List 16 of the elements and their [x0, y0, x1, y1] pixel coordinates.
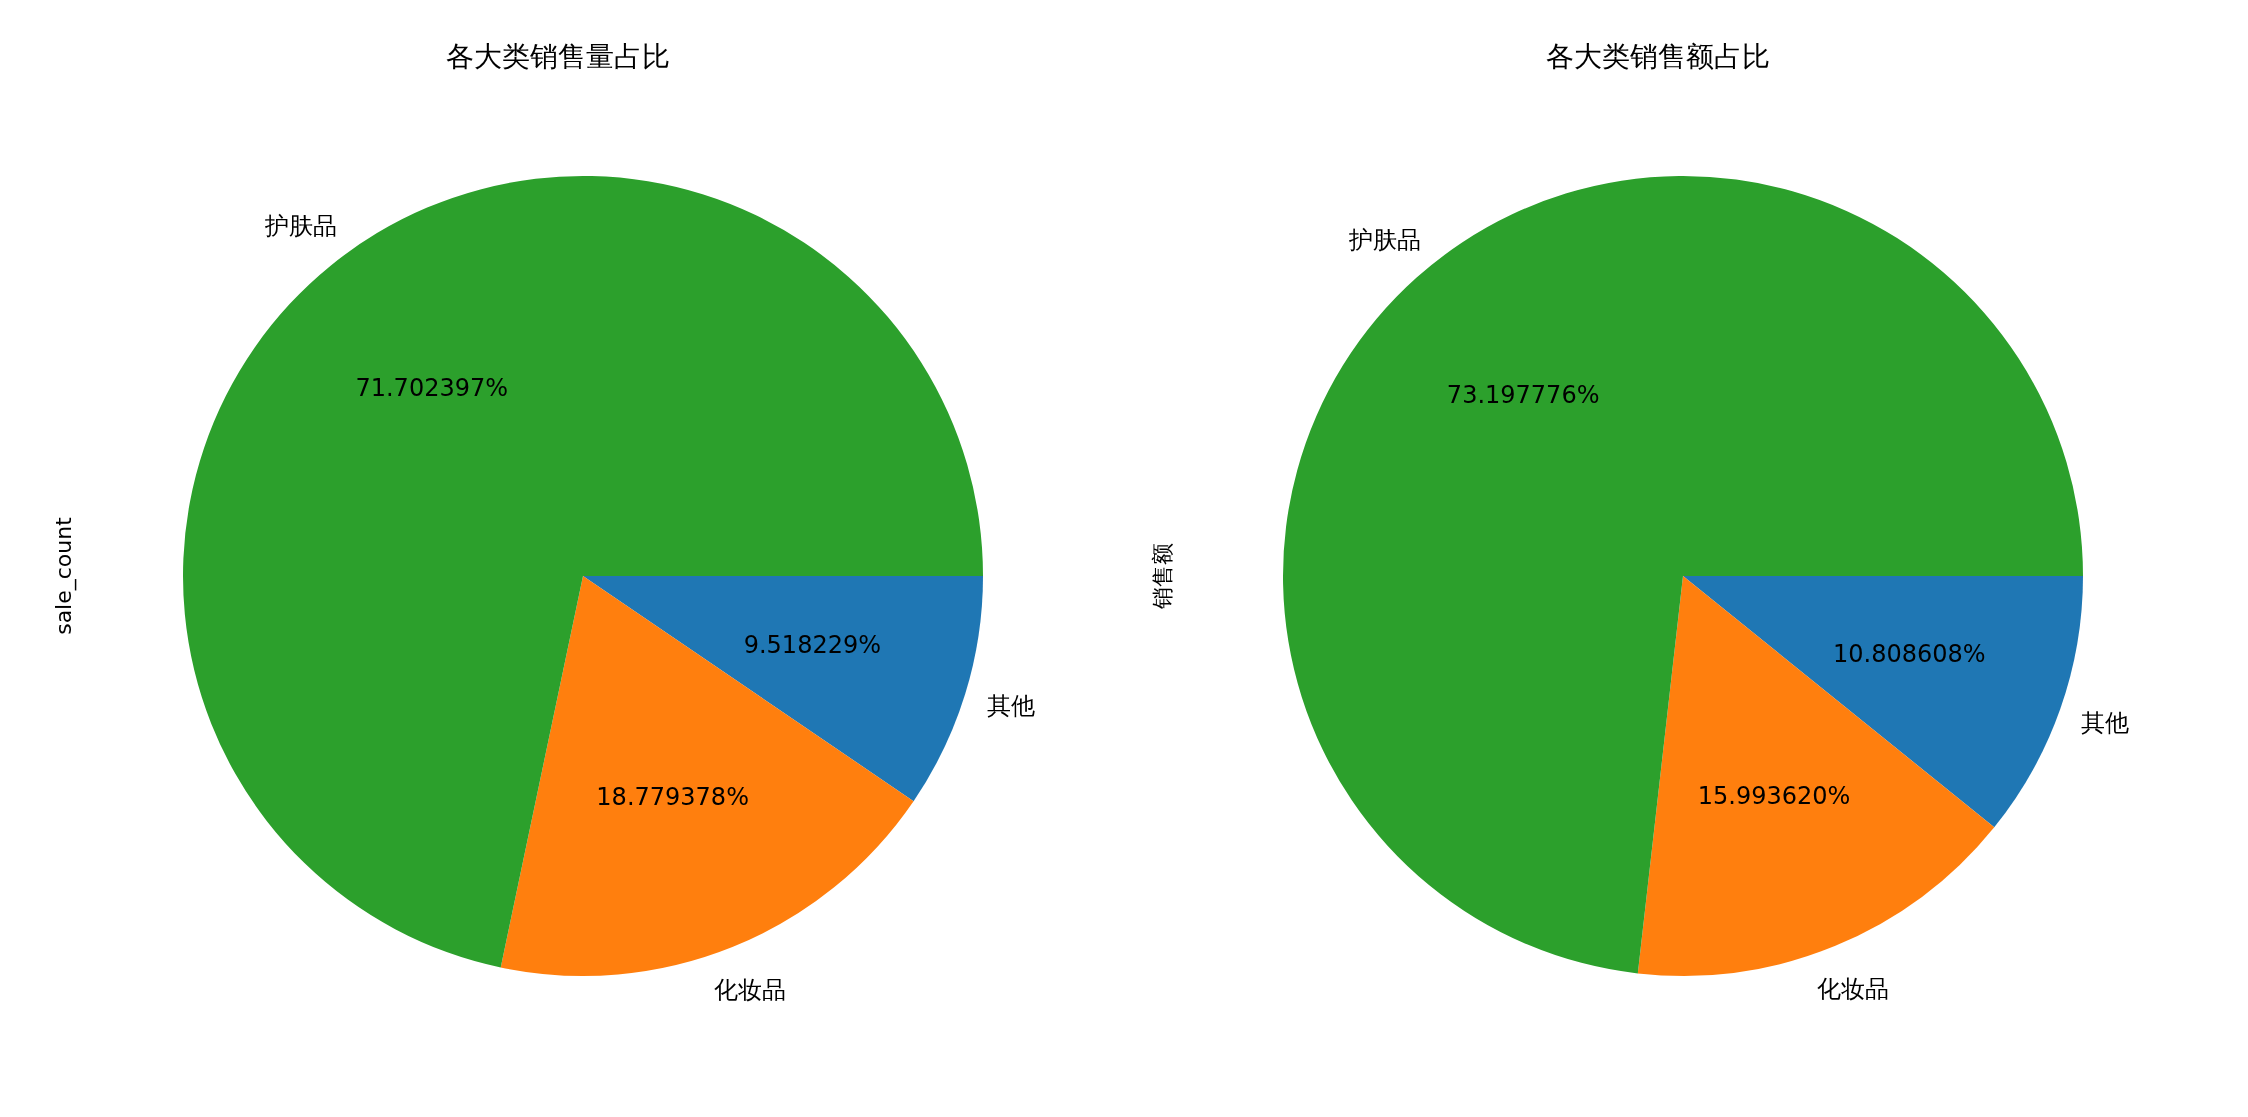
chart-title: 各大类销售量占比 [446, 39, 670, 75]
slice-label: 护肤品 [263, 212, 337, 241]
slice-label: 护肤品 [1347, 226, 1421, 255]
data-label: 18.779378% [596, 782, 749, 811]
text: 销售额 [1149, 543, 1176, 609]
data-label: 9.518229% [743, 630, 882, 659]
chart-title: 各大类销售额占比 [1546, 39, 1770, 75]
slice-label: 化妆品 [1817, 974, 1889, 1003]
data-label: 73.197776% [1446, 381, 1600, 410]
data-label: 10.808608% [1833, 640, 1986, 669]
data-label: 71.702397% [355, 373, 509, 402]
slice-label: 其他 [2081, 709, 2130, 738]
data-label: 15.993620% [1697, 782, 1851, 811]
text: sale_count [50, 517, 76, 635]
slice-label: 化妆品 [714, 975, 787, 1004]
slice-label: 其他 [987, 692, 1036, 721]
